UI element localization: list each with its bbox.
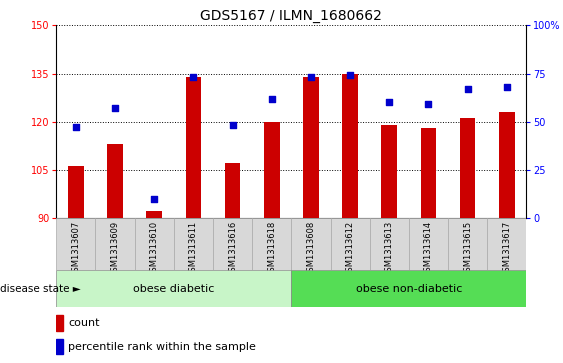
- Point: [463, 86, 472, 92]
- Text: GSM1313611: GSM1313611: [189, 220, 198, 277]
- Bar: [56, 315, 62, 331]
- Text: GSM1313613: GSM1313613: [385, 220, 394, 277]
- Point: [385, 99, 394, 105]
- Bar: [135, 218, 174, 270]
- Bar: [448, 218, 487, 270]
- Text: GSM1313616: GSM1313616: [228, 220, 237, 277]
- Text: GSM1313617: GSM1313617: [502, 220, 511, 277]
- Text: GSM1313612: GSM1313612: [346, 220, 355, 277]
- Bar: [499, 112, 515, 218]
- Bar: [146, 211, 162, 218]
- Bar: [460, 118, 476, 218]
- Bar: [330, 218, 370, 270]
- Bar: [96, 218, 135, 270]
- Text: obese diabetic: obese diabetic: [133, 284, 215, 294]
- Text: GSM1313610: GSM1313610: [150, 220, 159, 277]
- Text: GSM1313607: GSM1313607: [72, 220, 81, 277]
- Point: [150, 196, 159, 201]
- Text: GSM1313609: GSM1313609: [110, 220, 119, 277]
- Bar: [382, 125, 397, 218]
- Point: [502, 84, 511, 90]
- Text: GSM1313618: GSM1313618: [267, 220, 276, 277]
- Point: [72, 125, 81, 130]
- Text: obese non-diabetic: obese non-diabetic: [356, 284, 462, 294]
- Bar: [56, 270, 292, 307]
- Bar: [56, 339, 62, 354]
- Bar: [264, 122, 280, 218]
- Point: [267, 95, 276, 101]
- Point: [424, 101, 433, 107]
- Bar: [225, 163, 240, 218]
- Bar: [56, 218, 96, 270]
- Point: [110, 105, 119, 111]
- Bar: [107, 144, 123, 218]
- Text: percentile rank within the sample: percentile rank within the sample: [68, 342, 256, 352]
- Text: disease state ►: disease state ►: [0, 284, 81, 294]
- Bar: [292, 218, 330, 270]
- Bar: [186, 77, 201, 218]
- Bar: [487, 218, 526, 270]
- Text: count: count: [68, 318, 100, 328]
- Bar: [292, 270, 526, 307]
- Point: [306, 74, 315, 80]
- Text: GSM1313614: GSM1313614: [424, 220, 433, 277]
- Point: [228, 123, 237, 129]
- Bar: [303, 77, 319, 218]
- Bar: [174, 218, 213, 270]
- Bar: [213, 218, 252, 270]
- Point: [346, 73, 355, 78]
- Bar: [421, 128, 436, 218]
- Bar: [252, 218, 292, 270]
- Title: GDS5167 / ILMN_1680662: GDS5167 / ILMN_1680662: [200, 9, 382, 23]
- Text: GSM1313608: GSM1313608: [306, 220, 315, 277]
- Text: GSM1313615: GSM1313615: [463, 220, 472, 277]
- Bar: [409, 218, 448, 270]
- Point: [189, 74, 198, 80]
- Bar: [342, 73, 358, 218]
- Bar: [68, 167, 84, 218]
- Bar: [370, 218, 409, 270]
